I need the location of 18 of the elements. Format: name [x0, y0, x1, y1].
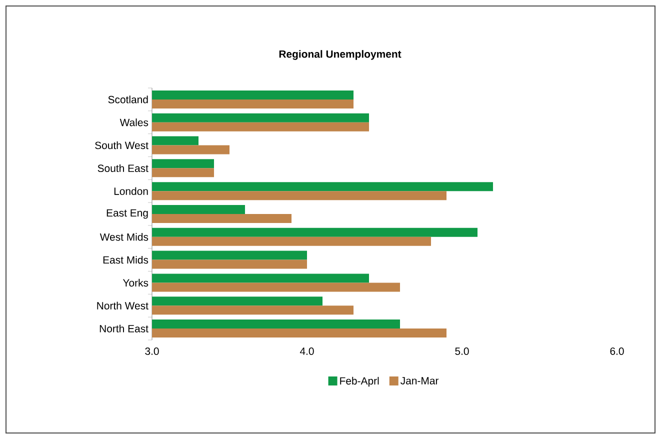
legend-label: Jan-Mar [400, 377, 439, 384]
x-tick-label: 6.0 [610, 348, 624, 355]
x-tick-label: 3.0 [145, 348, 159, 355]
y-tick-label: North East [100, 324, 148, 332]
y-tick-label: London [114, 187, 148, 195]
x-tick-label: 4.0 [300, 348, 314, 355]
y-tick-label: South West [95, 141, 148, 150]
y-tick-label: Wales [120, 118, 148, 126]
y-tick-label: East Mids [103, 256, 148, 264]
y-tick-label: South East [98, 164, 148, 172]
x-tick-label: 5.0 [455, 348, 469, 355]
y-tick-label: Scotland [108, 96, 148, 104]
legend-label: Feb-Aprl [340, 376, 379, 387]
y-tick-label: East Eng [106, 209, 148, 219]
y-tick-label: Yorks [122, 278, 148, 287]
chart-title: Regional Unemployment [279, 50, 402, 60]
y-tick-label: North West [97, 302, 148, 310]
y-tick-label: West Mids [100, 233, 148, 241]
